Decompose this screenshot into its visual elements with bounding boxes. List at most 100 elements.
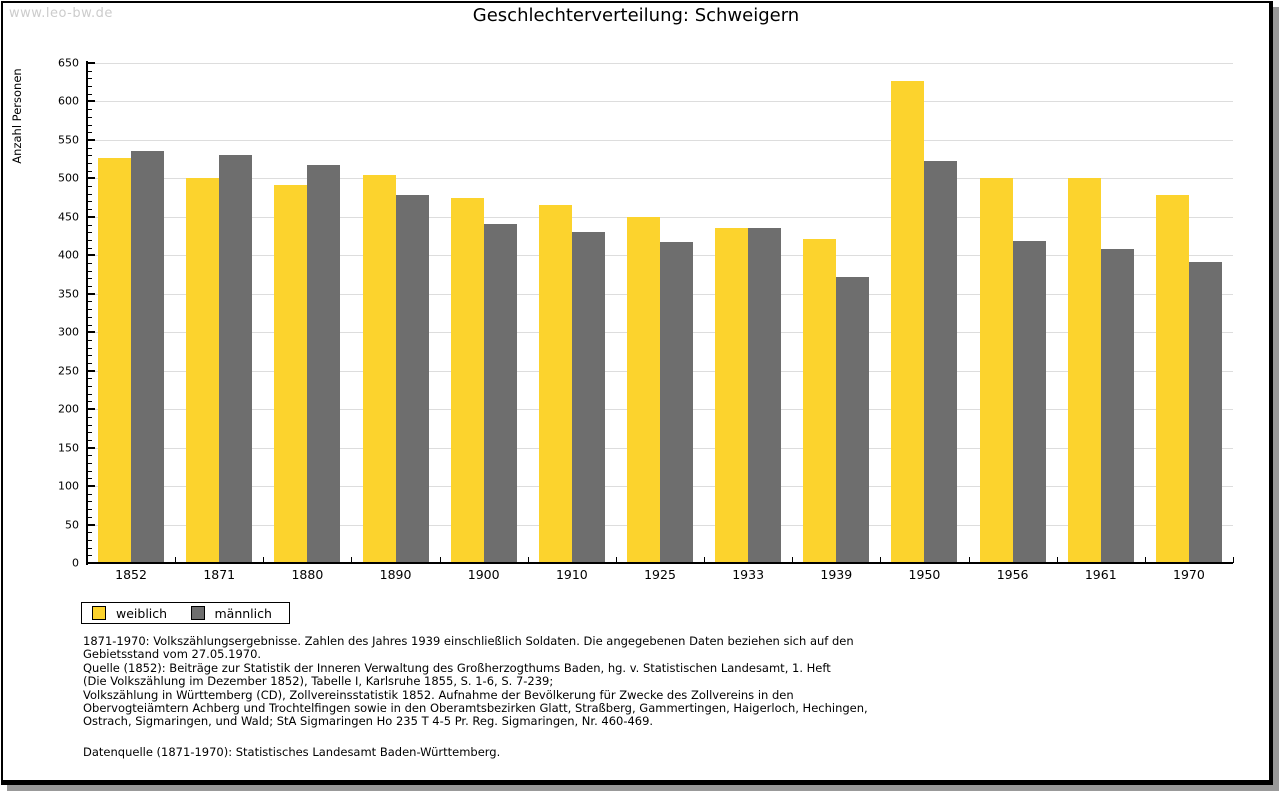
watermark: www.leo-bw.de [9,6,113,21]
y-minor-tick [87,478,92,480]
gridline [87,101,1233,103]
page-title: Geschlechterverteilung: Schweigern [472,5,800,26]
y-minor-tick [87,532,92,534]
y-tick-label: 650 [58,56,79,70]
x-tick-label: 1933 [732,567,765,582]
y-minor-tick [87,516,92,518]
y-minor-tick [87,209,92,211]
x-boundary-tick [175,557,177,563]
bar-weiblich-1961 [1067,178,1101,563]
bar-weiblich-1871 [186,178,220,563]
bar-weiblich-1933 [715,227,749,563]
bar-männlich-1956 [1012,240,1046,563]
x-boundary-tick [1056,557,1058,563]
y-major-tick [87,215,95,218]
y-minor-tick [87,170,92,172]
bar-männlich-1939 [836,276,870,563]
x-boundary-tick [968,557,970,563]
bar-weiblich-1939 [803,239,837,563]
y-tick-label: 500 [58,171,79,185]
bar-männlich-1852 [131,151,165,563]
y-axis-title: Anzahl Personen [10,68,24,164]
y-minor-tick [87,124,92,126]
x-tick-label: 1871 [203,567,236,582]
x-tick-label: 1956 [996,567,1029,582]
x-tick-label: 1939 [820,567,853,582]
datasource-note: Datenquelle (1871-1970): Statistisches L… [83,745,501,759]
source-note-line: Gebietsstand vom 27.05.1970. [83,647,262,662]
y-minor-tick [87,432,92,434]
y-minor-tick [87,324,92,326]
legend-swatch-icon [92,606,106,620]
x-axis-line [86,562,1233,564]
y-minor-tick [87,186,92,188]
source-note-line: 1871-1970: Volkszählungsergebnisse. Zahl… [83,634,854,648]
y-major-tick [87,369,95,372]
bar-weiblich-1925 [627,216,660,563]
x-tick-label: 1852 [115,567,147,582]
y-minor-tick [87,455,92,457]
y-tick-label: 100 [58,479,79,493]
y-tick-label: 200 [58,402,79,416]
y-minor-tick [87,247,92,249]
y-minor-tick [87,263,92,264]
bar-weiblich-1852 [98,158,132,563]
y-tick-label: 600 [58,94,79,108]
source-note-line: Obervogteiämtern Achberg und Trochtelfin… [83,701,868,716]
y-minor-tick [87,86,92,88]
y-major-tick [87,100,95,103]
legend-swatch-icon [190,606,205,620]
y-minor-tick [87,416,92,418]
y-minor-tick [87,555,92,557]
y-minor-tick [87,339,92,341]
gridline [87,63,1233,64]
y-minor-tick [87,78,92,80]
y-major-tick [87,331,95,334]
x-boundary-tick [615,557,617,563]
y-minor-tick [87,239,92,241]
gridline [87,139,1233,141]
y-major-tick [87,408,95,411]
y-minor-tick [87,547,92,549]
y-tick-label: 50 [65,518,79,532]
y-tick-label: 400 [58,248,79,262]
bar-männlich-1950 [924,160,958,563]
x-boundary-tick [263,557,265,563]
y-axis-line [86,61,88,565]
y-minor-tick [87,470,92,472]
y-minor-tick [87,116,92,118]
y-minor-tick [87,201,92,203]
y-minor-tick [87,163,92,164]
bar-männlich-1871 [219,154,253,563]
gridline [87,216,1233,218]
x-tick-label: 1925 [644,567,676,582]
y-minor-tick [87,278,92,280]
legend-item-männlich: männlich [190,605,290,621]
source-note-line: (Die Volkszählung im Dezember 1852), Tab… [83,674,554,689]
y-major-tick [87,523,95,526]
bar-männlich-1880 [307,164,341,563]
legend-label: männlich [214,605,272,621]
source-note-line: Ostrach, Sigmaringen, und Wald; StA Sigm… [83,714,654,729]
y-major-tick [87,138,95,141]
bar-weiblich-1950 [891,81,925,563]
y-minor-tick [87,386,92,388]
y-tick-label: 0 [72,556,79,570]
y-minor-tick [87,109,92,111]
x-tick-label: 1961 [1084,567,1117,582]
x-boundary-tick [792,557,794,563]
legend-label: weiblich [116,605,168,621]
y-minor-tick [87,401,92,403]
y-minor-tick [87,193,92,195]
bar-männlich-1961 [1100,249,1134,563]
legend-item-weiblich: weiblich [92,606,191,621]
x-boundary-tick [1144,557,1146,563]
y-minor-tick [87,424,92,426]
x-tick-label: 1880 [291,567,324,582]
y-minor-tick [87,509,92,511]
x-tick-label: 1890 [379,567,412,582]
y-minor-tick [87,378,92,380]
y-minor-tick [87,132,92,134]
y-major-tick [87,254,95,257]
x-tick-label: 1910 [555,567,588,582]
